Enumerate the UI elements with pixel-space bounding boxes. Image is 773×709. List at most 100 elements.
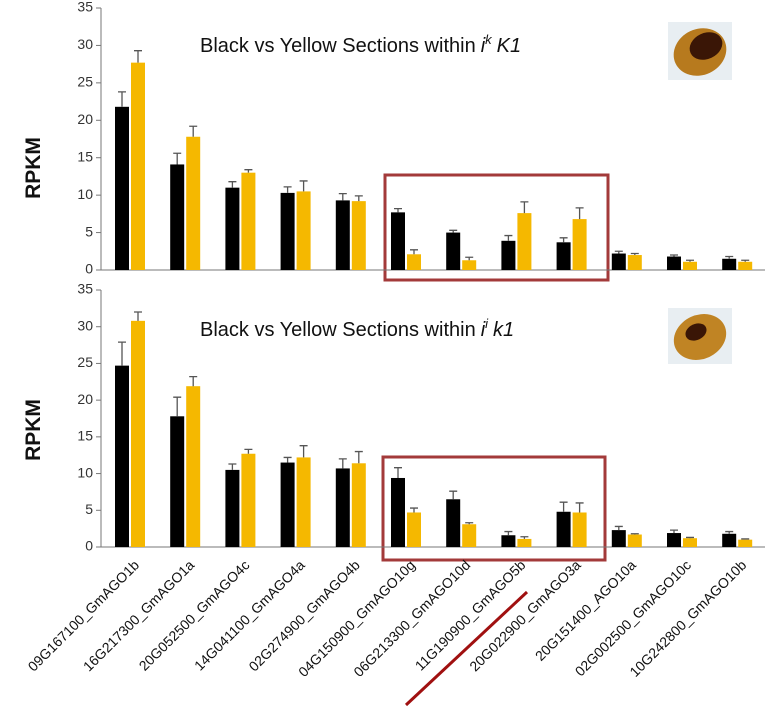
- bar: [335, 468, 350, 547]
- y-tick-label: 35: [77, 0, 93, 15]
- bar: [611, 253, 626, 270]
- bar: [225, 469, 240, 547]
- bar: [627, 534, 642, 547]
- error-bar: [630, 252, 639, 256]
- error-bar: [299, 445, 308, 458]
- bar: [738, 539, 753, 547]
- error-bar: [520, 536, 529, 539]
- bar: [501, 240, 516, 270]
- error-bar: [118, 341, 126, 366]
- error-bar: [283, 186, 292, 193]
- bar: [391, 212, 405, 270]
- y-tick-label: 30: [77, 317, 93, 333]
- error-bar: [449, 229, 458, 233]
- x-tick-label: 20G052500_GmAGO4c: [136, 557, 253, 674]
- bar: [462, 260, 477, 270]
- x-tick-label: 11G190900_GmAGO5b: [412, 557, 529, 674]
- error-bar: [354, 195, 363, 202]
- bar: [280, 192, 295, 270]
- x-tick-label: 02G274900_GmAGO4b: [245, 557, 363, 675]
- highlight-box: [381, 455, 607, 562]
- title-locus: k1: [493, 319, 514, 341]
- error-bar: [686, 259, 694, 262]
- x-tick-label: 20G151400_AGO10a: [532, 557, 639, 664]
- error-bar: [741, 259, 750, 262]
- title-locus: K1: [497, 35, 521, 57]
- error-bar: [410, 249, 418, 255]
- bar: [667, 256, 681, 270]
- error-bar: [670, 254, 678, 257]
- bar: [572, 512, 587, 547]
- y-tick-label: 5: [85, 501, 93, 517]
- y-tick-label: 10: [77, 464, 93, 480]
- y-tick-label: 35: [77, 281, 93, 297]
- bar: [683, 261, 697, 270]
- y-tick-label: 15: [77, 428, 93, 444]
- error-bar: [559, 501, 568, 512]
- error-bar: [725, 255, 734, 259]
- bar: [131, 62, 145, 270]
- error-bar: [559, 237, 568, 243]
- bar: [296, 191, 311, 270]
- title-superscript: k: [485, 32, 493, 47]
- y-axis-label: RPKM: [22, 137, 45, 199]
- y-axis-label: RPKM: [22, 399, 45, 461]
- bar: [170, 416, 185, 547]
- bar: [335, 200, 350, 270]
- error-bar: [686, 536, 694, 539]
- error-bar: [173, 396, 182, 417]
- bar: [667, 533, 681, 547]
- title-gene: i: [481, 319, 486, 341]
- error-bar: [338, 192, 347, 201]
- error-bar: [173, 152, 182, 165]
- error-bar: [575, 502, 584, 513]
- error-bar: [189, 125, 198, 137]
- bar: [462, 524, 477, 547]
- bar: [722, 533, 737, 547]
- bar: [556, 242, 571, 270]
- y-tick-label: 30: [77, 36, 93, 52]
- chart-title: Black vs Yellow Sections within ik K1: [200, 32, 521, 57]
- error-bar: [614, 250, 623, 254]
- error-bar: [189, 375, 198, 387]
- bar: [517, 538, 532, 547]
- y-tick-label: 5: [85, 223, 93, 239]
- bar: [738, 261, 753, 270]
- bar: [722, 258, 737, 270]
- bar: [351, 463, 366, 547]
- error-bar: [228, 463, 237, 470]
- title-text: Black vs Yellow Sections within: [200, 319, 476, 341]
- bar: [517, 213, 532, 270]
- bar: [351, 201, 366, 270]
- bar: [115, 365, 129, 547]
- bar: [407, 512, 421, 547]
- bar: [407, 254, 421, 270]
- y-tick-label: 25: [77, 74, 93, 90]
- bar: [131, 320, 145, 547]
- x-tick-label: 16G217300_GmAGO1a: [80, 557, 198, 675]
- bar: [627, 255, 642, 270]
- error-bar: [630, 533, 639, 535]
- error-bar: [394, 467, 402, 478]
- error-bar: [244, 169, 253, 173]
- bar: [446, 232, 461, 270]
- error-bar: [118, 91, 126, 107]
- bar: [556, 511, 571, 547]
- error-bar: [465, 522, 474, 525]
- highlight-box: [383, 173, 610, 282]
- bar: [186, 136, 201, 270]
- error-bar: [465, 256, 474, 261]
- error-bar: [338, 458, 347, 469]
- bar: [572, 219, 587, 270]
- error-bar: [394, 207, 402, 213]
- error-bar: [614, 525, 623, 531]
- bar: [170, 164, 185, 270]
- y-tick-label: 25: [77, 354, 93, 370]
- error-bar: [741, 538, 750, 540]
- bar: [296, 457, 311, 547]
- y-tick-label: 0: [85, 538, 93, 554]
- error-bar: [354, 450, 363, 464]
- error-bar: [299, 180, 308, 192]
- bar: [501, 535, 516, 547]
